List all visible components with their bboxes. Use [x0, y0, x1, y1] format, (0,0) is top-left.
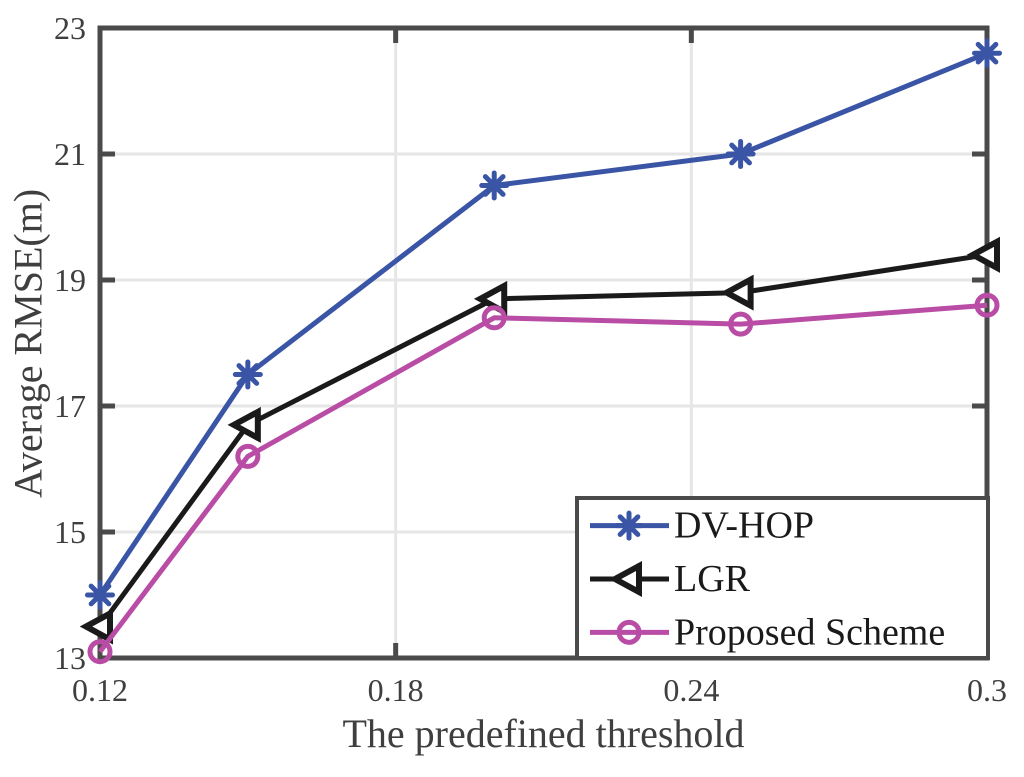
circle-marker: [728, 311, 754, 337]
asterisk-marker: [975, 41, 999, 65]
x-tick-label: 0.12: [72, 672, 128, 708]
legend-label: LGR: [674, 558, 751, 600]
triangle-left-marker: [966, 236, 1000, 273]
x-tick-label: 0.3: [967, 672, 1007, 708]
y-tick-label: 23: [54, 10, 86, 46]
triangle-left-marker: [473, 280, 508, 317]
circle-marker: [974, 292, 1000, 318]
asterisk-marker: [729, 142, 752, 166]
y-tick-label: 21: [54, 136, 86, 172]
x-tick-label: 0.18: [368, 672, 424, 708]
legend-label: Proposed Scheme: [674, 611, 945, 653]
legend-label: DV-HOP: [674, 505, 814, 547]
x-axis-title: The predefined threshold: [342, 711, 745, 756]
series-line-proposed-scheme: [98, 302, 988, 654]
circle-marker: [235, 443, 261, 469]
asterisk-marker: [617, 514, 641, 538]
asterisk-marker: [482, 174, 506, 197]
triangle-left-marker: [720, 274, 754, 311]
circle-marker: [87, 639, 113, 665]
circle-marker: [481, 305, 507, 331]
y-tick-label: 15: [54, 514, 86, 550]
plot-frame: [97, 25, 990, 661]
asterisk-marker: [236, 363, 260, 386]
x-tick-label: 0.24: [663, 672, 719, 708]
y-tick-label: 19: [54, 262, 86, 298]
triangle-left-marker: [227, 406, 261, 443]
y-tick-label: 13: [54, 640, 86, 676]
asterisk-marker: [88, 583, 112, 607]
circle-marker: [616, 619, 642, 645]
triangle-left-marker: [608, 560, 642, 598]
triangle-left-marker: [79, 608, 113, 645]
y-axis-title: Average RMSE(m): [5, 188, 51, 498]
y-tick-label: 17: [54, 388, 86, 424]
